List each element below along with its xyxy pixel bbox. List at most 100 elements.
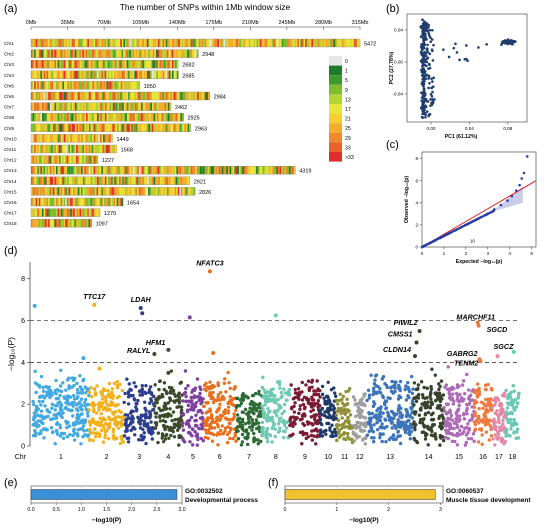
density-cell xyxy=(184,187,186,196)
chromosome-tick-label: 13 xyxy=(386,454,394,461)
chromosome-tick-label: 15 xyxy=(455,454,463,461)
density-cell xyxy=(32,60,35,69)
density-cell xyxy=(31,155,33,164)
density-cell xyxy=(136,102,139,111)
snp-point xyxy=(191,408,196,412)
snp-point xyxy=(503,439,508,444)
density-cell xyxy=(118,60,121,69)
snp-point xyxy=(363,442,368,446)
density-cell xyxy=(84,187,86,196)
snp-point xyxy=(415,439,419,444)
density-cell xyxy=(145,102,148,111)
density-cell xyxy=(77,198,80,206)
density-cell xyxy=(146,60,149,69)
density-cell xyxy=(43,49,46,58)
sample-point xyxy=(455,51,459,54)
density-cell xyxy=(40,60,43,69)
density-cell xyxy=(57,60,60,69)
snp-point xyxy=(379,405,383,409)
legend-label: 25 xyxy=(345,126,351,132)
chromosome-tick-label: 17 xyxy=(495,454,503,461)
sample-point xyxy=(424,77,428,81)
snp-point xyxy=(83,418,88,422)
x-tick-label: 70Mb xyxy=(97,20,111,26)
density-cell xyxy=(137,70,140,79)
snp-point xyxy=(82,429,86,433)
density-cell xyxy=(128,60,130,69)
density-cell xyxy=(303,39,306,47)
density-cell xyxy=(125,60,127,69)
snp-point xyxy=(493,411,498,415)
snp-point xyxy=(314,419,319,424)
gene-label: TENM2 xyxy=(454,358,478,367)
density-cell xyxy=(168,49,171,58)
snp-point xyxy=(277,382,282,387)
density-cell xyxy=(48,145,50,153)
qq-point xyxy=(445,233,448,236)
snp-point xyxy=(109,395,114,399)
sample-point xyxy=(431,80,434,83)
density-cell xyxy=(63,155,66,164)
snp-point xyxy=(315,429,320,433)
density-cell xyxy=(107,166,110,175)
density-cell xyxy=(150,123,152,132)
snp-point xyxy=(309,415,313,419)
snp-point xyxy=(333,394,338,398)
snp-point xyxy=(159,408,163,413)
density-cell xyxy=(138,81,140,90)
snp-point xyxy=(192,395,196,400)
y-tick-label: 2 xyxy=(21,402,25,409)
density-cell xyxy=(41,198,44,206)
snp-point xyxy=(48,390,52,394)
density-cell xyxy=(213,166,216,175)
snp-point xyxy=(384,406,389,410)
density-cell xyxy=(102,49,105,58)
snp-point xyxy=(85,433,89,438)
sample-point xyxy=(422,76,426,79)
density-cell xyxy=(153,123,156,132)
significant-snp xyxy=(211,350,216,355)
density-cell xyxy=(60,113,63,122)
snp-point xyxy=(107,425,111,429)
density-cell xyxy=(150,39,152,47)
density-cell xyxy=(189,39,192,47)
density-cell xyxy=(51,113,54,122)
snp-point xyxy=(168,407,172,411)
chromosome-outline xyxy=(30,49,199,58)
density-cell xyxy=(48,219,50,228)
snp-point xyxy=(506,397,510,401)
snp-point xyxy=(90,419,94,424)
density-cell xyxy=(56,113,59,122)
density-cell xyxy=(139,102,142,111)
snp-point xyxy=(458,417,462,422)
density-cell xyxy=(108,145,111,153)
density-cell xyxy=(58,219,61,228)
density-cell xyxy=(322,39,325,47)
density-cell xyxy=(170,113,173,122)
density-cell xyxy=(106,60,109,69)
density-cell xyxy=(68,60,71,69)
snp-point xyxy=(289,421,293,425)
density-cell xyxy=(143,166,146,175)
density-cell xyxy=(294,39,297,47)
snp-point xyxy=(103,395,107,399)
snp-point xyxy=(207,386,211,390)
density-cell xyxy=(79,198,82,206)
density-cell xyxy=(118,198,121,206)
snp-point xyxy=(438,403,442,408)
density-cell xyxy=(73,198,75,206)
density-cell xyxy=(180,187,183,196)
density-cell xyxy=(60,219,63,228)
density-cell xyxy=(135,92,138,100)
snp-point xyxy=(441,438,446,443)
sample-point xyxy=(512,39,516,43)
snp-point xyxy=(115,385,120,390)
snp-point xyxy=(204,381,208,386)
density-cell xyxy=(49,60,52,69)
snp-point xyxy=(162,387,166,392)
density-cell xyxy=(172,176,175,185)
density-cell xyxy=(109,102,112,111)
density-cell xyxy=(95,60,98,69)
density-cell xyxy=(174,49,177,58)
legend-label: 17 xyxy=(345,107,351,113)
